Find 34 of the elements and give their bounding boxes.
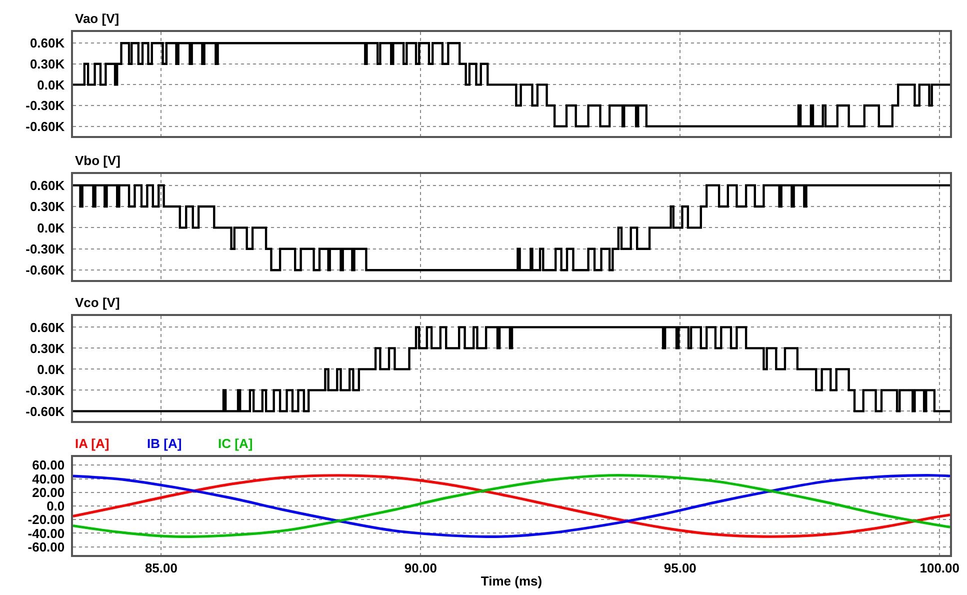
y-tick-label: -0.60K (26, 404, 66, 419)
y-tick-label: 40.00 (32, 471, 65, 486)
y-tick-label: 0.0K (37, 362, 66, 377)
y-tick-label: 0.60K (30, 178, 66, 193)
series-label: Vao [V] (75, 11, 120, 26)
y-tick-label: -0.30K (26, 98, 66, 114)
y-tick-label: 0.0 (46, 498, 65, 514)
x-tick-label: 85.00 (144, 560, 178, 576)
y-tick-label: 0.30K (30, 56, 66, 72)
y-tick-label: -0.30K (26, 382, 66, 398)
y-tick-label: -0.30K (26, 241, 66, 256)
y-tick-label: 0.0K (37, 220, 66, 236)
text: IA [A] (75, 436, 110, 451)
y-tick-label: 20.00 (32, 484, 65, 500)
y-tick-label: -0.60K (26, 262, 66, 278)
y-tick-label: 0.60K (30, 320, 66, 335)
y-tick-label: -40.00 (28, 526, 65, 541)
y-tick-label: 0.30K (30, 340, 66, 356)
y-tick-label: 0.0K (37, 77, 66, 92)
y-tick-label: -20.00 (28, 512, 65, 528)
y-tick-label: -60.00 (28, 539, 65, 554)
x-axis-title: Time (ms) (480, 573, 542, 588)
text: IC [A] (218, 436, 253, 451)
y-tick-label: 0.60K (30, 36, 66, 51)
text: Vco [V] (75, 295, 120, 310)
series-label: Vbo [V] (75, 153, 120, 168)
x-tick-label: 100.00 (920, 560, 960, 576)
y-tick-label: 0.30K (30, 199, 66, 214)
y-tick-label: 60.00 (32, 458, 65, 473)
text: IB [A] (147, 436, 182, 451)
x-tick-label: 90.00 (404, 560, 437, 576)
y-tick-label: -0.60K (26, 118, 66, 134)
line-series (73, 474, 950, 538)
x-tick-label: 95.00 (664, 560, 696, 576)
